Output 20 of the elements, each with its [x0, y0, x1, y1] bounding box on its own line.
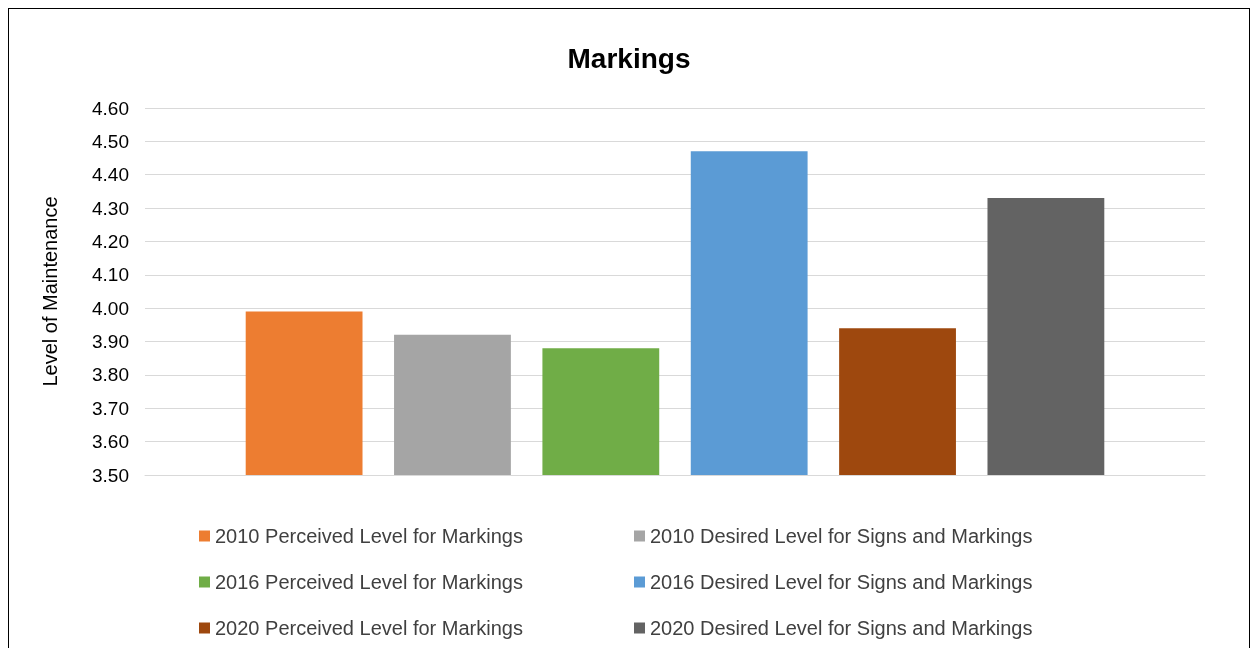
y-tick-label: 4.30 — [92, 197, 129, 219]
legend-label: 2020 Perceived Level for Markings — [215, 617, 523, 639]
y-tick-label: 3.90 — [92, 331, 129, 353]
y-tick-label: 4.60 — [92, 97, 129, 119]
y-tick-label: 4.00 — [92, 297, 129, 319]
y-tick-label: 3.60 — [92, 431, 129, 453]
y-tick-label: 3.80 — [92, 364, 129, 386]
y-tick-label: 3.70 — [92, 397, 129, 419]
legend-label: 2010 Perceived Level for Markings — [215, 525, 523, 547]
legend-label: 2020 Desired Level for Signs and Markings — [650, 617, 1033, 639]
legend-label: 2010 Desired Level for Signs and Markings — [650, 525, 1033, 547]
y-tick-label: 4.50 — [92, 130, 129, 152]
legend-label: 2016 Perceived Level for Markings — [215, 571, 523, 593]
legend-label: 2016 Desired Level for Signs and Markings — [650, 571, 1033, 593]
chart-title: Markings — [567, 42, 691, 74]
y-tick-label: 4.40 — [92, 164, 129, 186]
y-axis-title: Level of Maintenance — [39, 196, 61, 387]
y-tick-label: 4.10 — [92, 264, 129, 286]
y-tick-label: 3.50 — [92, 464, 129, 486]
y-tick-label: 4.20 — [92, 230, 129, 252]
